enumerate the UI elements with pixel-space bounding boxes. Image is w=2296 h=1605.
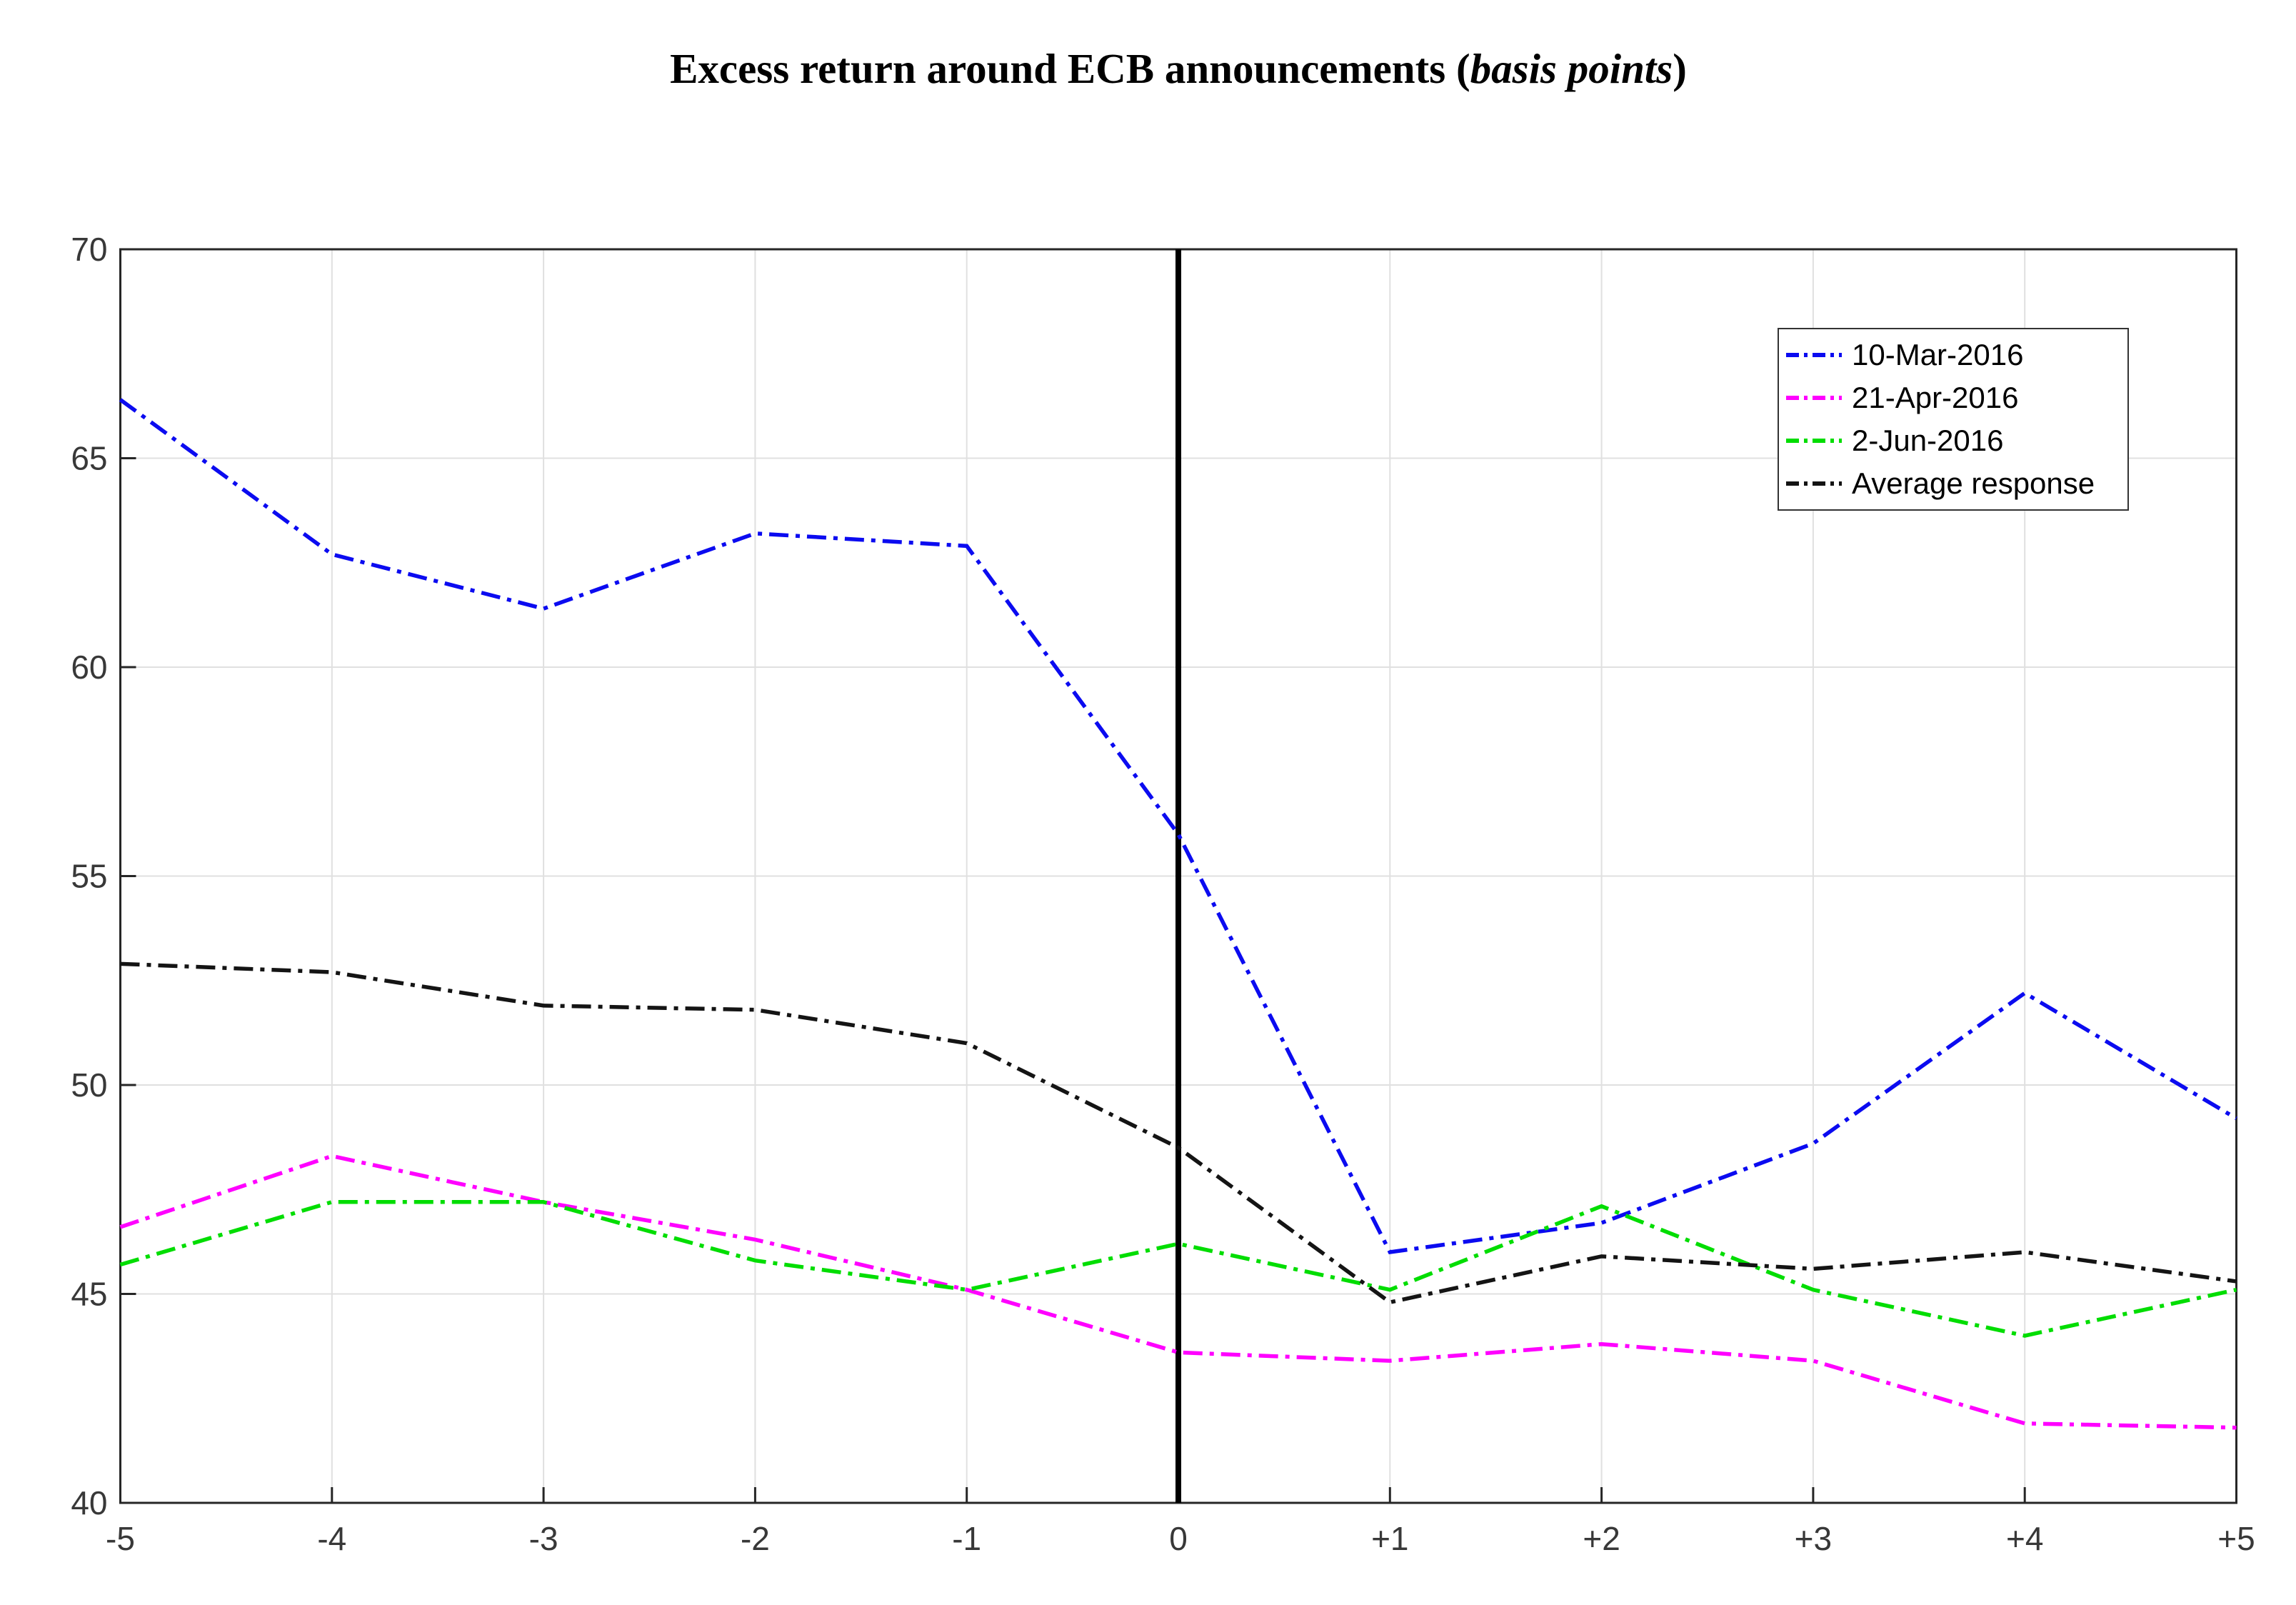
x-axis-tick-label: -4: [317, 1520, 346, 1557]
chart-title-italic: basis points: [1470, 45, 1673, 92]
y-axis-tick-label: 70: [71, 231, 107, 268]
legend-item: Average response: [1786, 464, 2120, 504]
x-axis-tick-label: 0: [1169, 1520, 1188, 1557]
x-axis-tick-label: +1: [1371, 1520, 1408, 1557]
y-axis-tick-label: 65: [71, 440, 107, 477]
legend-line-sample: [1786, 439, 1842, 443]
x-axis-tick-label: -1: [952, 1520, 981, 1557]
legend-line-sample: [1786, 481, 1842, 486]
legend-item: 2-Jun-2016: [1786, 421, 2120, 461]
legend-label: 21-Apr-2016: [1852, 381, 2019, 414]
series-line-2-jun-2016: [119, 1200, 2237, 1338]
series-line-average-response: [120, 961, 2237, 1305]
series-line-21-apr-2016: [119, 1154, 2237, 1430]
legend-label: Average response: [1852, 466, 2095, 500]
y-axis-tick-label: 60: [71, 649, 107, 686]
y-axis-tick-label: 50: [71, 1066, 107, 1104]
y-axis-tick-label: 55: [71, 858, 107, 895]
x-axis-tick-label: +5: [2217, 1520, 2255, 1557]
x-axis-tick-label: -2: [741, 1520, 770, 1557]
x-axis-tick-label: +2: [1583, 1520, 1620, 1557]
x-axis-tick-label: -3: [529, 1520, 558, 1557]
chart-title-main: Excess return around ECB announcements (: [670, 45, 1470, 92]
series-line-10-mar-2016: [119, 398, 2237, 1254]
chart-title: Excess return around ECB announcements (…: [120, 44, 2237, 94]
legend-label: 10-Mar-2016: [1852, 338, 2024, 371]
legend-label: 2-Jun-2016: [1852, 424, 2004, 457]
x-axis-tick-label: -5: [106, 1520, 135, 1557]
legend-line-sample: [1786, 396, 1842, 400]
legend-item: 10-Mar-2016: [1786, 335, 2120, 375]
legend-line-sample: [1786, 353, 1842, 357]
legend-box: 10-Mar-2016 21-Apr-2016 2-Jun-2016 Average …: [1778, 328, 2129, 511]
y-axis-tick-label: 40: [71, 1484, 107, 1521]
legend-item: 21-Apr-2016: [1786, 378, 2120, 418]
y-axis-tick-label: 45: [71, 1276, 107, 1313]
chart-title-close: ): [1673, 45, 1687, 92]
x-axis-tick-label: +4: [2006, 1520, 2043, 1557]
x-axis-tick-label: +3: [1795, 1520, 1832, 1557]
